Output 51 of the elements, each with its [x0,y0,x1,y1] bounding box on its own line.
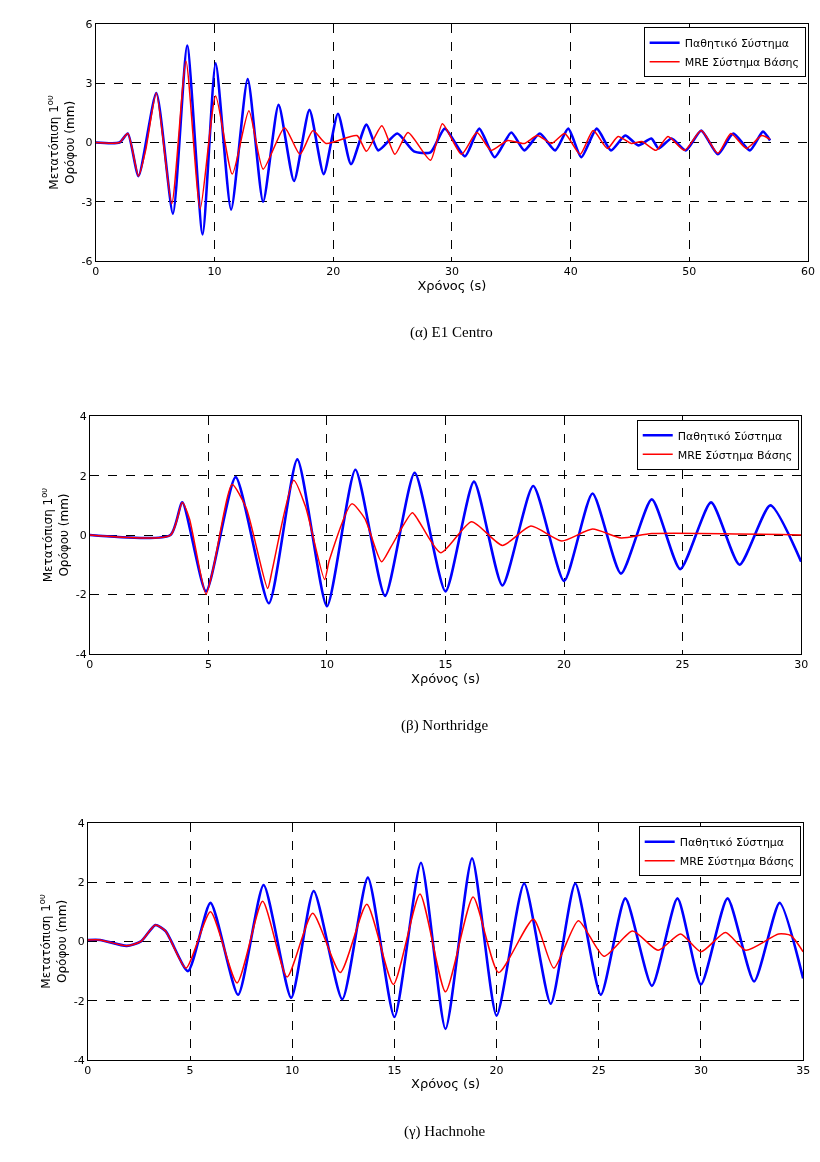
x-tick-label: 5 [204,657,212,671]
y-tick-label: 3 [85,76,93,90]
x-tick-label: 5 [186,1064,194,1078]
x-tick-label: 50 [682,265,697,279]
legend-label: MRE Σύστημα Βάσης [684,56,800,70]
legend-label: Παθητικό Σύστημα [677,429,783,443]
legend-label: Παθητικό Σύστημα [679,836,785,849]
x-tick-label: 40 [563,265,578,279]
x-tick-label: 35 [796,1064,811,1078]
y-tick-label: 6 [85,17,93,31]
x-tick-label: 15 [387,1064,402,1078]
x-tick-label: 30 [794,657,809,671]
x-tick-label: 60 [801,265,816,279]
x-tick-label: 20 [326,265,341,279]
legend-label: Παθητικό Σύστημα [684,37,790,51]
legend-label: MRE Σύστημα Βάσης [677,448,793,462]
y-tick-label: 0 [79,528,87,542]
y-tick-label: -3 [81,195,93,209]
y-tick-label: 2 [79,469,87,483]
x-axis-title: Χρόνος (s) [410,1075,480,1091]
line-series [87,893,804,993]
x-tick-label: 15 [438,657,453,671]
y-tick-label: 2 [77,875,85,889]
text: (β) Northridge [401,717,489,734]
y-tick-label: -2 [75,588,87,602]
x-tick-label: 20 [489,1064,504,1078]
y-tick-label: 0 [85,136,93,150]
x-tick-label: 10 [319,657,334,671]
y-tick-label: -4 [75,647,87,661]
legend-label: MRE Σύστημα Βάσης [679,855,795,868]
x-tick-label: 25 [675,657,690,671]
x-tick-label: 10 [285,1064,300,1078]
y-tick-label: -6 [81,254,93,268]
y-tick-label: 4 [79,410,87,424]
y-tick-label: -2 [73,994,85,1008]
y-axis-title: Μετατόπιση 1$^{ου}$ Ορόφου (mm) [39,487,71,583]
y-axis-title: Μετατόπιση 1$^{ου}$ Ορόφου (mm) [37,894,69,989]
y-axis-title: Μετατόπιση 1$^{ου}$ Ορόφου (mm) [45,95,77,190]
text: (α) E1 Centro [410,324,493,341]
x-axis-title: Χρόνος (s) [417,278,487,294]
line-series [89,479,802,596]
y-tick-label: -4 [73,1053,85,1067]
text: (γ) Hachnohe [404,1123,486,1140]
y-tick-label: 0 [77,935,85,949]
y-tick-label: 4 [77,816,85,830]
x-tick-label: 30 [693,1064,708,1078]
x-axis-title: Χρόνος (s) [410,670,480,686]
x-tick-label: 10 [207,265,222,279]
x-tick-label: 30 [444,265,459,279]
x-tick-label: 25 [591,1064,606,1078]
x-tick-label: 20 [557,657,572,671]
